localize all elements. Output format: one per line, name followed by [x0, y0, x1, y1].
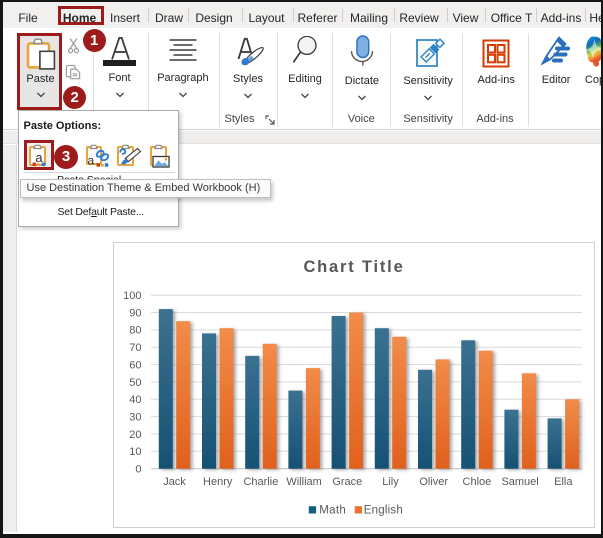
svg-text:Jack: Jack	[163, 476, 186, 488]
svg-text:30: 30	[129, 412, 141, 424]
svg-text:Oliver: Oliver	[419, 476, 448, 488]
svg-text:a: a	[87, 154, 94, 168]
svg-text:10: 10	[129, 446, 141, 458]
svg-text:Henry: Henry	[203, 476, 233, 488]
svg-text:Chart Title: Chart Title	[303, 258, 404, 276]
svg-text:Math: Math	[319, 505, 346, 517]
svg-text:Grace: Grace	[332, 476, 362, 488]
svg-text:70: 70	[129, 342, 141, 354]
svg-text:50: 50	[129, 377, 141, 389]
svg-text:William: William	[286, 476, 321, 488]
svg-text:Chloe: Chloe	[463, 476, 492, 488]
svg-text:English: English	[364, 505, 403, 517]
svg-text:60: 60	[129, 359, 141, 371]
svg-text:Ella: Ella	[554, 476, 573, 488]
svg-text:90: 90	[129, 307, 141, 319]
svg-text:0: 0	[135, 464, 141, 476]
svg-text:a: a	[35, 150, 43, 165]
svg-text:Samuel: Samuel	[501, 476, 538, 488]
svg-text:20: 20	[129, 429, 141, 441]
svg-text:Charlie: Charlie	[243, 476, 278, 488]
svg-text:40: 40	[129, 394, 141, 406]
svg-text:100: 100	[123, 290, 141, 302]
svg-text:80: 80	[129, 325, 141, 337]
svg-text:Lily: Lily	[382, 476, 399, 488]
